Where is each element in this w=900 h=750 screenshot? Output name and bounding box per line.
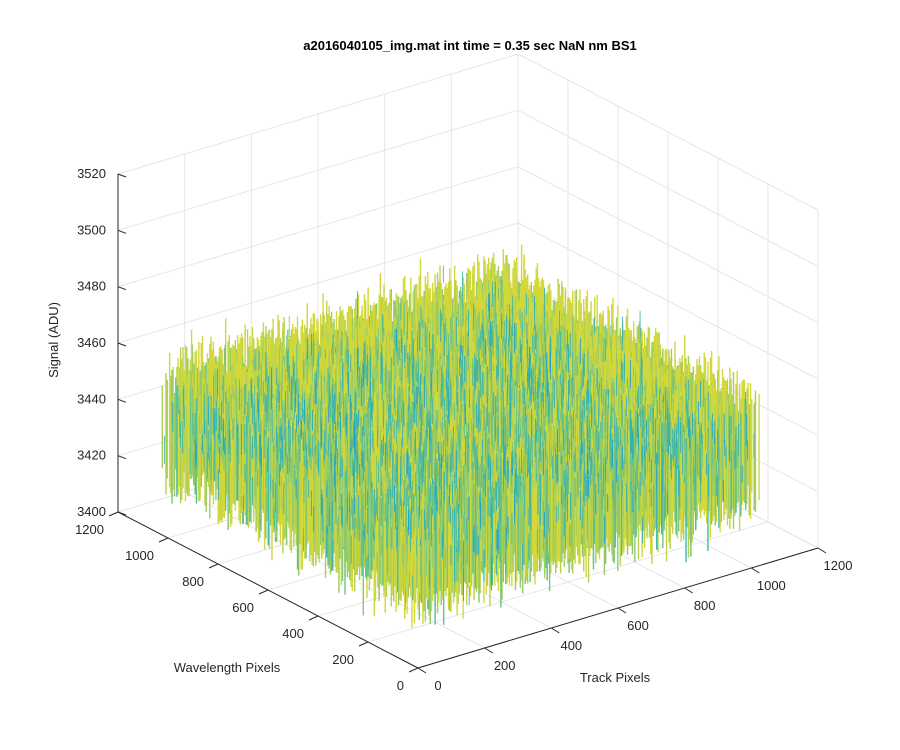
grid-line	[517, 53, 819, 211]
grid-line	[117, 109, 519, 231]
surface	[161, 244, 760, 628]
grid-line	[117, 53, 519, 175]
grid-line	[517, 222, 819, 380]
grid-line	[517, 166, 819, 324]
grid-line	[517, 109, 819, 267]
grid-line	[117, 166, 519, 288]
grid-line	[117, 222, 519, 344]
